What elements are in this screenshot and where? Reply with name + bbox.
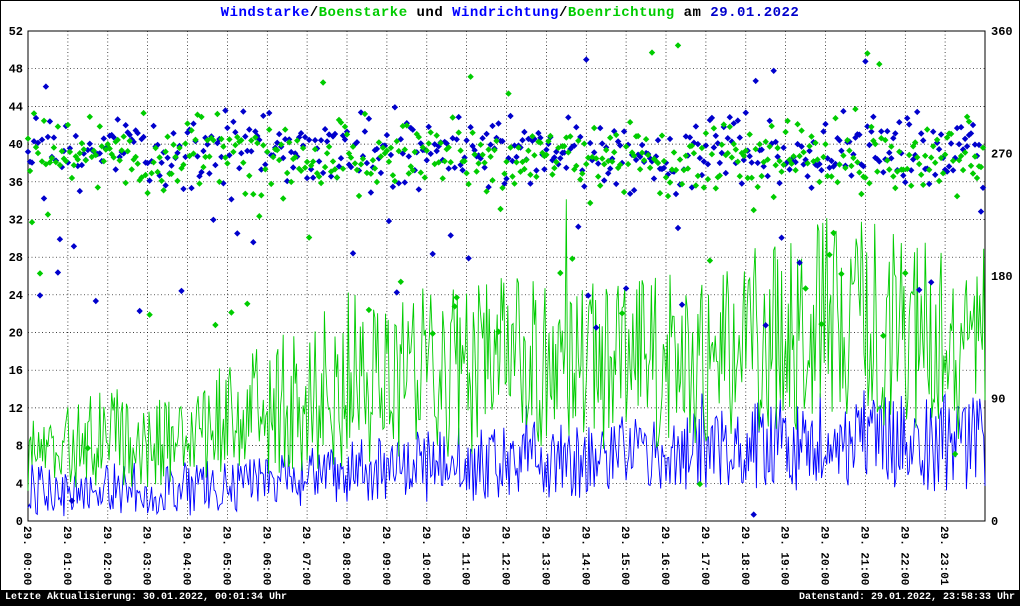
x-tick-label: 29. 20:00 [818,526,830,585]
y-left-tick-label: 28 [9,251,23,265]
x-tick-label: 29. 03:00 [140,526,152,585]
x-tick-label: 29. 17:00 [698,526,710,585]
x-tick-label: 29. 00:00 [20,526,32,585]
y-left-tick-label: 44 [9,100,23,114]
x-tick-label: 29. 21:00 [857,526,869,585]
y-left-tick-label: 48 [9,63,23,77]
y-right-tick-label: 270 [991,148,1013,162]
title-segment: / [309,5,319,21]
x-tick-label: 29. 13:00 [538,526,550,585]
x-tick-label: 29. 12:00 [499,526,511,585]
boenrichtung-scatter [24,42,987,488]
title-segment: 29.01.2022 [710,5,800,21]
x-tick-label: 29. 01:00 [60,526,72,585]
title-segment: und [407,5,453,21]
plot-frame [27,30,986,522]
x-tick-label: 29. 07:00 [299,526,311,585]
title-segment: Boenrichtung [567,5,675,21]
y-right-tick-label: 0 [991,515,998,529]
x-tick-label: 29. 19:00 [778,526,790,585]
x-tick-label: 29. 23:01 [937,526,949,586]
x-tick-label: 29. 16:00 [658,526,670,585]
y-right-tick-label: 90 [991,393,1005,407]
y-left-tick-label: 32 [9,214,23,228]
title-segment: Windstarke [220,5,310,21]
x-tick-label: 29. 10:00 [419,526,431,585]
x-tick-label: 29. 05:00 [219,526,231,585]
windstarke-line [27,390,986,517]
y-left-tick-label: 12 [9,402,23,416]
x-tick-label: 29. 18:00 [738,526,750,585]
y-left-tick-label: 16 [9,364,23,378]
title-segment: / [558,5,568,21]
y-left-tick-label: 52 [9,25,23,39]
x-tick-label: 29. 08:00 [339,526,351,585]
y-left-tick-label: 24 [9,289,23,303]
x-tick-label: 29. 04:00 [180,526,192,585]
last-update-text: Letzte Aktualisierung: 30.01.2022, 00:01… [5,592,288,603]
y-right-tick-label: 360 [991,25,1013,39]
y-left-tick-label: 8 [16,440,23,454]
chart-title: Windstarke/Boenstarke und Windrichtung/B… [1,5,1019,21]
x-tick-label: 29. 15:00 [618,526,630,585]
title-segment: Boenstarke [318,5,408,21]
x-tick-label: 29. 06:00 [259,526,271,585]
y-left-tick-label: 40 [9,138,23,152]
y-left-tick-label: 0 [16,515,23,529]
title-segment: am [674,5,711,21]
boenstarke-line [27,199,986,491]
status-bar: Letzte Aktualisierung: 30.01.2022, 00:01… [1,590,1019,605]
y-left-tick-label: 4 [16,477,23,491]
x-tick-label: 29. 11:00 [459,526,471,585]
x-tick-label: 29. 09:00 [379,526,391,585]
data-timestamp-text: Datenstand: 29.01.2022, 23:58:33 Uhr [798,592,1015,603]
x-tick-label: 29. 02:00 [100,526,112,585]
y-left-tick-label: 20 [9,327,23,341]
y-right-tick-label: 180 [991,270,1013,284]
x-tick-label: 29. 14:00 [578,526,590,585]
y-left-tick-label: 36 [9,176,23,190]
title-segment: Windrichtung [452,5,559,21]
x-tick-label: 29. 22:00 [897,526,909,585]
